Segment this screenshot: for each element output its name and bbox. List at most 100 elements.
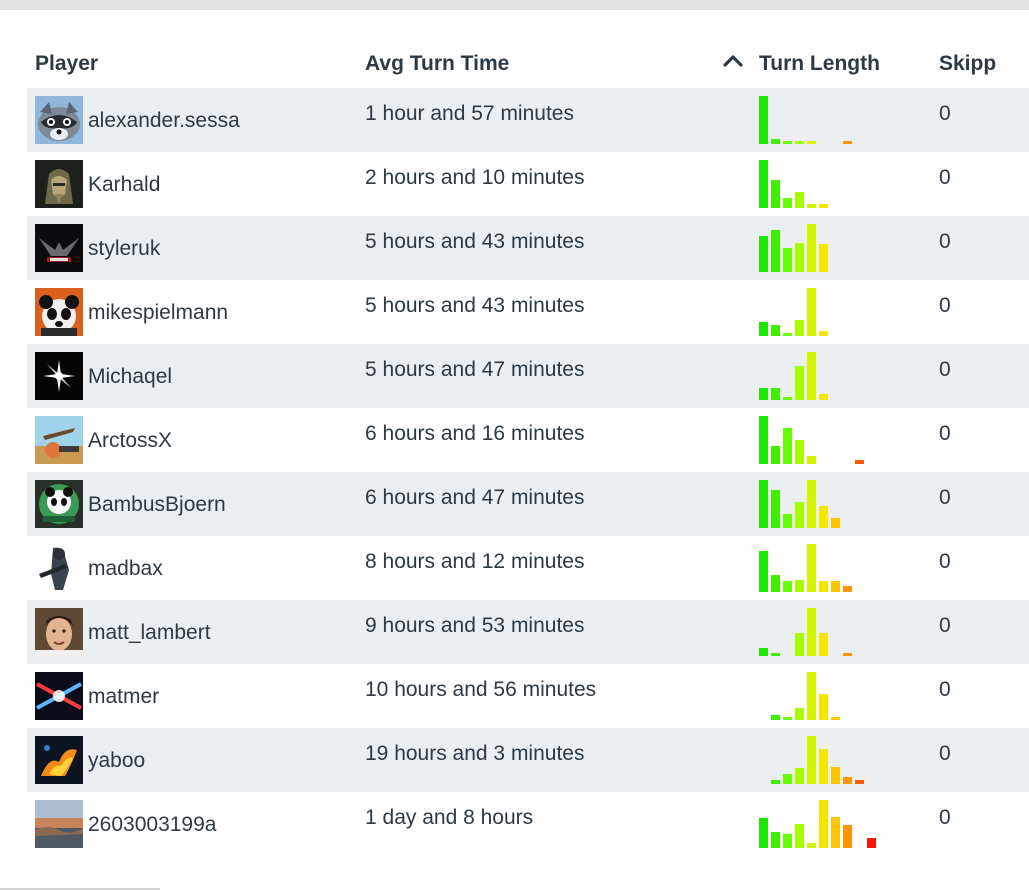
player-name[interactable]: Karhald [88,172,161,196]
avg-turn-time: 2 hours and 10 minutes [365,166,585,189]
histogram-bar [855,460,864,464]
histogram-bar [807,204,816,208]
player-cell: madbax [27,536,365,600]
column-header-avg-turn-time[interactable]: Avg Turn Time [365,52,510,75]
histogram-bar [819,633,828,656]
histogram-bar [843,586,852,592]
histogram-bar [783,717,792,720]
turn-length-histogram [759,288,828,336]
histogram-bar [795,502,804,528]
table-row[interactable]: matt_lambert 9 hours and 53 minutes 0 [27,600,1029,664]
skipped-count: 0 [939,614,951,637]
histogram-bar [759,160,768,208]
histogram-bar [831,767,840,784]
skipped-count: 0 [939,742,951,765]
avg-turn-time-cell: 5 hours and 43 minutes [365,280,759,344]
table-row[interactable]: BambusBjoern 6 hours and 47 minutes 0 [27,472,1029,536]
avg-turn-time: 8 hours and 12 minutes [365,550,585,573]
histogram-bar [783,141,792,144]
player-name[interactable]: 2603003199a [88,812,217,836]
player-name[interactable]: madbax [88,556,163,580]
panda-logo-avatar [35,480,83,528]
table-row[interactable]: Michaqel 5 hours and 47 minutes 0 [27,344,1029,408]
turn-length-cell [759,152,939,216]
player-name[interactable]: matt_lambert [88,620,211,644]
histogram-bar [795,320,804,336]
histogram-bar [783,198,792,208]
player-name[interactable]: ArctossX [88,428,173,452]
histogram-bar [831,581,840,592]
landscape-avatar [35,800,83,848]
table-row[interactable]: madbax 8 hours and 12 minutes 0 [27,536,1029,600]
table-row[interactable]: alexander.sessa 1 hour and 57 minutes 0 [27,88,1029,152]
player-cell: Karhald [27,152,365,216]
player-name[interactable]: yaboo [88,748,146,772]
skipped-cell: 0 [939,472,1029,536]
skipped-cell: 0 [939,344,1029,408]
histogram-bar [795,243,804,272]
histogram-bar [855,780,864,784]
histogram-bar [831,817,840,848]
skipped-cell: 0 [939,792,1029,856]
player-name[interactable]: BambusBjoern [88,492,226,516]
column-header-player[interactable]: Player [35,52,99,75]
column-header-skipped[interactable]: Skipp [939,52,997,75]
avg-turn-time-cell: 10 hours and 56 minutes [365,664,759,728]
turn-length-histogram [759,608,852,656]
player-name[interactable]: styleruk [88,236,161,260]
turn-length-cell [759,600,939,664]
histogram-bar [771,490,780,528]
player-name[interactable]: Michaqel [88,364,173,388]
skipped-cell: 0 [939,728,1029,792]
bottom-divider [0,888,160,890]
table-row[interactable]: mikespielmann 5 hours and 43 minutes 0 [27,280,1029,344]
histogram-bar [795,440,804,464]
avg-turn-time-cell: 6 hours and 47 minutes [365,472,759,536]
table-row[interactable]: matmer 10 hours and 56 minutes 0 [27,664,1029,728]
histogram-bar [843,777,852,784]
histogram-bar [795,580,804,592]
histogram-bar [831,518,840,528]
avg-turn-time: 5 hours and 43 minutes [365,294,585,317]
histogram-bar [771,832,780,848]
emblem-avatar [35,224,83,272]
histogram-bar [771,388,780,400]
table-row[interactable]: ArctossX 6 hours and 16 minutes 0 [27,408,1029,472]
turn-length-histogram [771,736,864,784]
histogram-bar [807,672,816,720]
player-name[interactable]: matmer [88,684,160,708]
turn-length-histogram [759,352,828,400]
avg-turn-time-cell: 1 day and 8 hours [365,792,759,856]
player-name[interactable]: mikespielmann [88,300,229,324]
player-cell: mikespielmann [27,280,365,344]
avg-turn-time-cell: 1 hour and 57 minutes [365,88,759,152]
player-name[interactable]: alexander.sessa [88,108,240,132]
star-flare-avatar [35,352,83,400]
histogram-bar [807,224,816,272]
histogram-bar [795,824,804,848]
player-cell: matt_lambert [27,600,365,664]
histogram-bar [759,388,768,400]
column-header-turn-length[interactable]: Turn Length [723,40,939,88]
histogram-bar [795,768,804,784]
turn-length-cell [759,408,939,472]
table-row[interactable]: styleruk 5 hours and 43 minutes 0 [27,216,1029,280]
histogram-bar [807,456,816,464]
table-row[interactable]: Karhald 2 hours and 10 minutes 0 [27,152,1029,216]
avg-turn-time: 5 hours and 43 minutes [365,230,585,253]
avg-turn-time-cell: 9 hours and 53 minutes [365,600,759,664]
skipped-cell: 0 [939,216,1029,280]
histogram-bar [783,581,792,592]
skipped-count: 0 [939,486,951,509]
table-row[interactable]: 2603003199a 1 day and 8 hours 0 [27,792,1029,856]
histogram-bar [771,653,780,656]
histogram-bar [759,551,768,592]
histogram-bar [759,416,768,464]
turn-length-histogram [759,800,876,848]
histogram-bar [819,581,828,592]
turn-length-histogram [771,672,840,720]
chevron-up-icon[interactable] [722,50,744,72]
histogram-bar [795,708,804,720]
table-row[interactable]: yaboo 19 hours and 3 minutes 0 [27,728,1029,792]
histogram-bar [783,514,792,528]
